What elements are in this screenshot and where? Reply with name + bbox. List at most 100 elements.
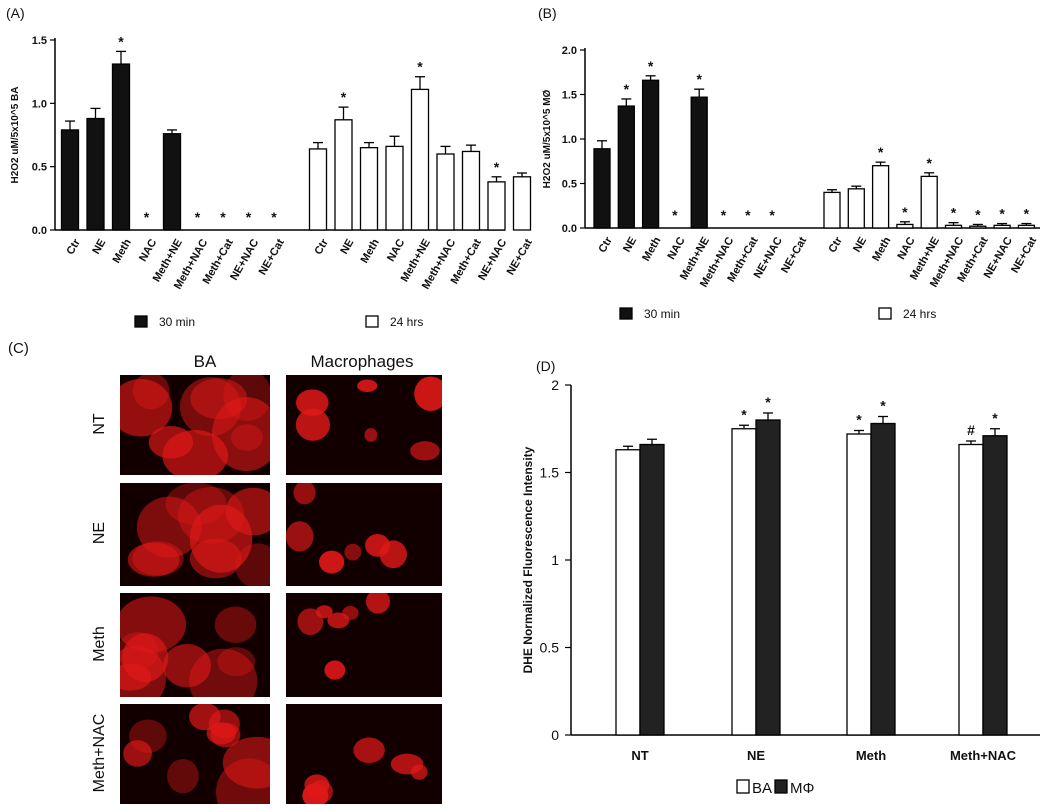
bar-b xyxy=(847,188,865,229)
stained-cell xyxy=(327,612,350,629)
macrophage-image-meth xyxy=(286,593,442,697)
bar-a xyxy=(410,88,430,231)
stained-cell xyxy=(410,441,440,461)
significance-mark-a: * xyxy=(341,89,347,105)
bar-b xyxy=(944,224,963,229)
x-tick-label-a: NE+Cat xyxy=(257,237,287,277)
bar-d-mφ xyxy=(870,422,896,736)
significance-mark-b: * xyxy=(1024,206,1030,222)
macrophage-image-meth-nac xyxy=(286,704,442,804)
stain-pattern xyxy=(120,375,270,475)
legend-swatch-a xyxy=(365,315,379,328)
legend-swatch-b xyxy=(878,307,892,320)
bar-a xyxy=(461,150,481,231)
significance-mark-b: * xyxy=(721,207,727,223)
bar-b xyxy=(920,175,938,229)
x-tick-label-d: Meth xyxy=(856,748,886,763)
y-tick-label-a: 0.0 xyxy=(32,225,47,237)
stain-pattern xyxy=(297,593,391,680)
significance-mark-a: * xyxy=(417,59,423,75)
x-tick-label-a: NE xyxy=(90,237,108,256)
x-tick-label-a: NAC xyxy=(137,237,159,264)
bar-d-ba xyxy=(731,428,757,736)
significance-mark-b: * xyxy=(745,207,751,223)
bar-d-mφ xyxy=(982,435,1008,736)
stain-pattern xyxy=(286,483,407,574)
stained-cell xyxy=(297,608,324,636)
x-tick-label-a: Meth xyxy=(111,237,134,265)
ba-image-meth xyxy=(120,593,270,697)
ba-image-nt xyxy=(120,375,270,475)
x-tick-label-a: Meth xyxy=(359,237,382,265)
stained-cell xyxy=(344,543,362,561)
bar-a xyxy=(111,63,131,231)
significance-mark-b: * xyxy=(999,206,1005,222)
significance-mark-b: * xyxy=(624,81,630,97)
bar-a xyxy=(86,117,105,231)
significance-mark-a: * xyxy=(195,209,201,225)
stain-pattern xyxy=(123,704,270,804)
bar-b xyxy=(1017,224,1036,229)
stained-cell xyxy=(222,736,270,789)
stained-cell xyxy=(295,389,329,416)
ba-image-ne xyxy=(120,483,270,586)
legend-swatch-d xyxy=(774,779,788,794)
x-tick-label-d: NT xyxy=(631,748,648,763)
significance-mark-d: * xyxy=(992,410,998,426)
ba-image-meth-nac xyxy=(120,704,270,804)
panel-label-a: (A) xyxy=(6,5,25,21)
x-tick-label-d: Meth+NAC xyxy=(950,748,1017,763)
bar-d-ba xyxy=(958,443,984,736)
bar-a xyxy=(385,145,404,231)
row-label-meth: Meth xyxy=(91,626,108,662)
stained-cell xyxy=(295,408,331,441)
x-tick-label-b: Ctr xyxy=(826,234,845,254)
x-tick-label-b: Meth xyxy=(870,235,893,263)
y-axis-label-b: H2O2 uM/5x10^5 MØ xyxy=(542,89,553,188)
x-tick-label-b: Ctr xyxy=(596,234,615,254)
stained-cell xyxy=(123,740,152,767)
significance-mark-d: * xyxy=(741,406,747,422)
stained-cell xyxy=(319,550,345,574)
significance-mark-b: * xyxy=(696,71,702,87)
x-tick-label-a: NAC xyxy=(385,237,407,264)
legend-label-d: BA xyxy=(752,780,772,797)
x-tick-label-b: NAC xyxy=(895,235,917,262)
stained-cell xyxy=(120,663,152,691)
x-tick-label-b: NE xyxy=(621,235,639,254)
stained-cell xyxy=(162,430,229,475)
stained-cell xyxy=(120,596,187,653)
bar-d-mφ xyxy=(639,443,665,736)
y-tick-label-d: 1.5 xyxy=(540,465,560,481)
macrophage-image-nt xyxy=(286,375,442,475)
stained-cell xyxy=(162,643,211,688)
stained-cell xyxy=(210,722,241,748)
x-tick-label-d: NE xyxy=(747,748,765,763)
significance-mark-b: * xyxy=(975,206,981,222)
y-tick-label-d: 0.5 xyxy=(540,640,560,656)
y-tick-label-d: 0 xyxy=(551,727,559,743)
x-tick-label-b: NE xyxy=(851,235,869,254)
stained-cell xyxy=(120,378,173,437)
stained-cell xyxy=(357,379,378,392)
bar-a xyxy=(359,147,379,231)
legend-label-a: 30 min xyxy=(159,315,195,329)
panel-label-d: (D) xyxy=(536,358,555,374)
bar-d-ba xyxy=(846,433,872,736)
bar-a xyxy=(487,181,506,231)
row-label-ne: NE xyxy=(91,521,108,545)
y-tick-label-d: 1 xyxy=(551,552,559,568)
x-tick-label-b: NAC xyxy=(665,235,687,262)
bar-d-ba xyxy=(615,449,641,736)
stained-cell xyxy=(293,483,316,505)
significance-mark-d: * xyxy=(880,398,886,414)
bar-a xyxy=(512,176,532,231)
significance-mark-a: * xyxy=(118,33,124,49)
stain-pattern xyxy=(302,737,428,804)
stained-cell xyxy=(324,660,346,680)
y-axis-label-a: H2O2 uM/5x10^5 BA xyxy=(10,87,21,184)
panel-label-b: (B) xyxy=(538,5,557,21)
stain-pattern xyxy=(295,376,442,461)
significance-mark-a: * xyxy=(271,209,277,225)
significance-mark-d: # xyxy=(967,422,975,438)
